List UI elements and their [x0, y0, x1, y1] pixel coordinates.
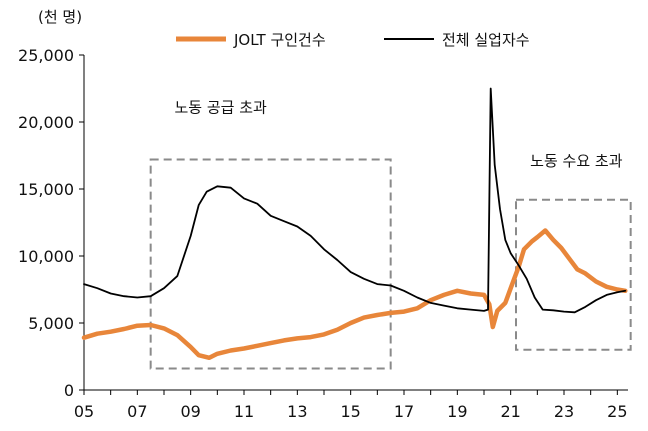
- x-tick-label: 09: [180, 402, 200, 421]
- series-line-total-unemployed: [83, 87, 627, 314]
- x-tick-label: 19: [447, 402, 467, 421]
- annotation-label-demand-excess: 노동 수요 초과: [530, 152, 623, 170]
- legend-label-unemployed: 전체 실업자수: [442, 31, 530, 49]
- series-lines: [81, 87, 628, 361]
- series-line-jolt-openings: [81, 228, 628, 361]
- legend-label-jolt: JOLT 구인건수: [233, 31, 326, 49]
- y-tick-label: 10,000: [18, 247, 74, 266]
- y-tick-label: 25,000: [18, 46, 74, 65]
- x-tick-label: 17: [394, 402, 414, 421]
- y-tick-label: 0: [64, 381, 74, 400]
- y-tick-label: 5,000: [28, 314, 74, 333]
- annotation-box-supply-excess: [149, 158, 392, 370]
- unit-label: (천 명): [38, 8, 82, 26]
- axes: 0 5,000 10,000 15,000 20,000 25,000 05 07 09 11 13…: [18, 46, 628, 421]
- x-tick-label: 21: [500, 402, 520, 421]
- x-tick-label: 05: [74, 402, 94, 421]
- x-tick-label: 11: [234, 402, 254, 421]
- y-tick-label: 15,000: [18, 180, 74, 199]
- y-tick-label: 20,000: [18, 113, 74, 132]
- annotation-label-supply-excess: 노동 공급 초과: [174, 99, 267, 117]
- legend: JOLT 구인건수 전체 실업자수: [176, 31, 530, 49]
- x-tick-label: 25: [607, 402, 627, 421]
- x-tick-label: 23: [554, 402, 574, 421]
- x-tick-label: 07: [127, 402, 147, 421]
- x-tick-label: 13: [287, 402, 307, 421]
- x-tick-label: 15: [340, 402, 360, 421]
- annotation-box-demand-excess: [515, 198, 632, 351]
